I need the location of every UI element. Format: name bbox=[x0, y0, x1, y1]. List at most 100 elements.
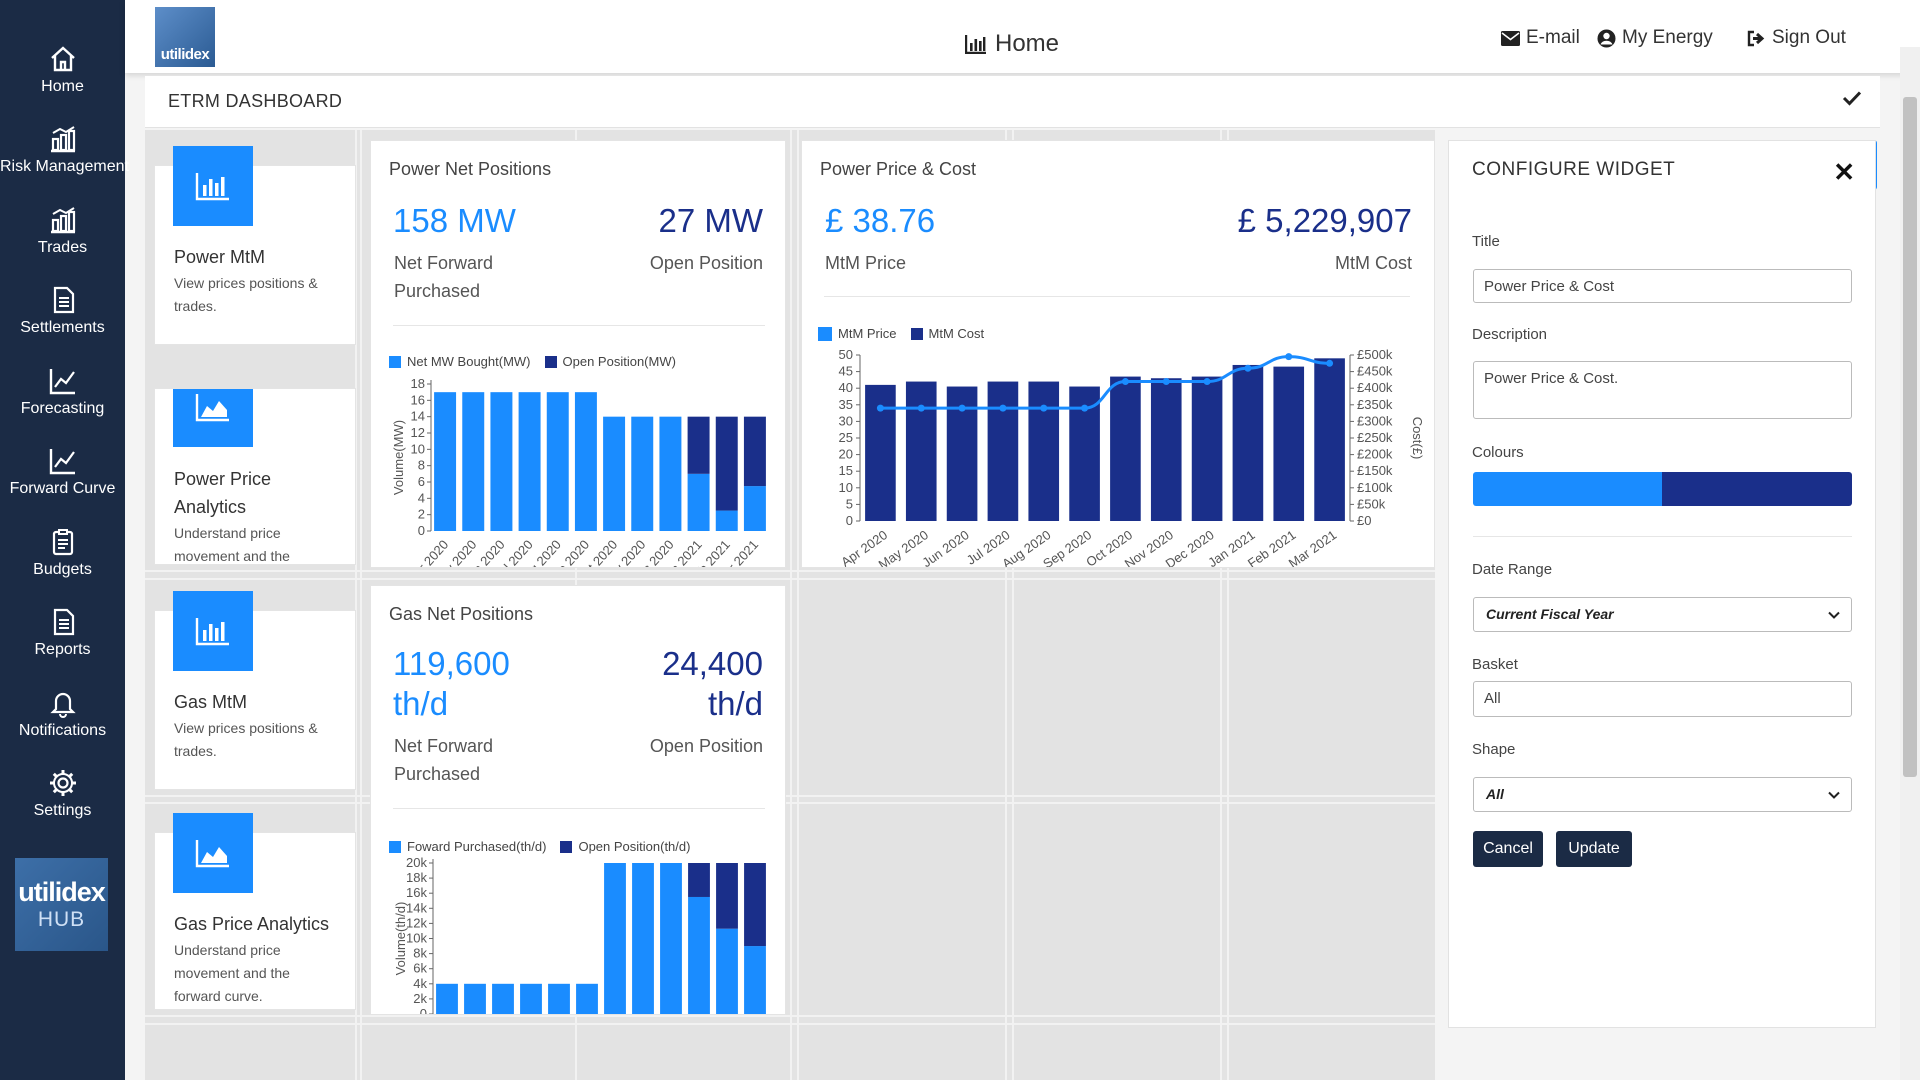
utilidex-logo[interactable]: utilidex bbox=[155, 7, 215, 67]
widget-power-price-cost[interactable]: Power Price & Cost £ 38.76 £ 5,229,907 M… bbox=[801, 140, 1435, 568]
bar-foward-purchased bbox=[688, 896, 710, 1014]
y-tick-label: 8 bbox=[418, 458, 425, 473]
bar-mtm-cost bbox=[1110, 376, 1141, 521]
legend-label: Open Position(th/d) bbox=[578, 839, 691, 854]
tile-title: Gas Price Analytics bbox=[174, 914, 330, 934]
y-tick-label: 10k bbox=[406, 931, 427, 946]
cancel-button[interactable]: Cancel bbox=[1473, 831, 1543, 867]
bar-mtm-cost bbox=[987, 381, 1019, 521]
grid-line bbox=[1227, 130, 1229, 1080]
close-icon[interactable]: ✕ bbox=[1833, 157, 1855, 187]
sidebar-item-budgets[interactable]: Budgets bbox=[0, 527, 125, 579]
date-range-select[interactable]: Current Fiscal Year bbox=[1473, 597, 1852, 632]
basket-input[interactable]: All bbox=[1473, 681, 1852, 717]
title-input[interactable]: Power Price & Cost bbox=[1473, 269, 1852, 303]
colour-swatch-primary[interactable] bbox=[1473, 472, 1662, 506]
bar-mtm-cost bbox=[1232, 364, 1264, 521]
sidebar-item-settings[interactable]: Settings bbox=[0, 768, 125, 820]
y2-tick-label: £200k bbox=[1357, 447, 1393, 462]
legend-label: MtM Cost bbox=[928, 326, 985, 341]
y-tick-label: 18 bbox=[411, 376, 425, 391]
grid-line bbox=[145, 570, 1435, 572]
grid-line bbox=[1005, 130, 1007, 1080]
bar-chart-icon bbox=[965, 35, 986, 54]
point-mtm-price bbox=[917, 404, 925, 412]
check-icon[interactable] bbox=[1842, 90, 1862, 106]
description-textarea[interactable]: Power Price & Cost. bbox=[1473, 361, 1852, 419]
tile-power-price-analytics[interactable]: Power Price Analytics Understand price m… bbox=[154, 388, 356, 565]
document-icon bbox=[53, 608, 74, 636]
y-tick-label: 16k bbox=[406, 885, 427, 900]
sidebar-item-label: Budgets bbox=[33, 561, 92, 578]
sidebar-item-notifications[interactable]: Notifications bbox=[0, 688, 125, 740]
sidebar-item-risk-management[interactable]: Risk Management bbox=[0, 124, 129, 176]
y2-tick-label: £450k bbox=[1357, 364, 1393, 379]
bar-net-mw-bought bbox=[574, 392, 597, 531]
chevron-down-icon bbox=[1828, 791, 1840, 799]
sidebar-item-label: Forecasting bbox=[20, 400, 105, 417]
y-tick-label: 5 bbox=[846, 496, 853, 511]
scrollbar-thumb[interactable] bbox=[1903, 97, 1917, 777]
shape-value: All bbox=[1486, 786, 1504, 802]
net-forward-value: 119,600 th/d bbox=[393, 644, 510, 724]
tile-gas-price-analytics[interactable]: Gas Price Analytics Understand price mov… bbox=[154, 813, 356, 1010]
sidebar-item-trades[interactable]: Trades bbox=[0, 205, 125, 257]
widget-power-net-positions[interactable]: Power Net Positions 158 MW 27 MW Net For… bbox=[370, 140, 786, 568]
hub-logo-text: utilidex bbox=[18, 877, 106, 907]
net-forward-value: 158 MW bbox=[393, 202, 516, 239]
y-tick-label: 6 bbox=[418, 474, 425, 489]
dashboard-title: ETRM DASHBOARD bbox=[168, 91, 343, 111]
point-mtm-price bbox=[1121, 378, 1129, 386]
page-scrollbar[interactable] bbox=[1900, 47, 1920, 1080]
widget-divider bbox=[393, 808, 765, 809]
config-divider bbox=[1473, 536, 1852, 537]
sidebar-item-forecasting[interactable]: Forecasting bbox=[0, 366, 125, 418]
utilidex-hub-logo[interactable]: utilidex HUB bbox=[15, 858, 108, 951]
chevron-down-icon bbox=[1828, 611, 1840, 619]
y2-tick-label: £0 bbox=[1357, 513, 1371, 528]
tile-gas-mtm[interactable]: Gas MtM View prices positions & trades. bbox=[154, 591, 356, 790]
bar-foward-purchased bbox=[632, 863, 654, 1014]
tile-title: Power MtM bbox=[174, 247, 266, 267]
widget-gas-net-positions[interactable]: Gas Net Positions 119,600 th/d 24,400 th… bbox=[370, 585, 786, 1015]
bar-chart-icon bbox=[173, 591, 253, 671]
y-tick-label: 6k bbox=[413, 961, 427, 976]
bar-net-mw-bought bbox=[462, 392, 485, 531]
bar-foward-purchased bbox=[436, 983, 458, 1014]
y-tick-label: 40 bbox=[839, 380, 853, 395]
sidebar-item-home[interactable]: Home bbox=[0, 44, 125, 96]
email-link[interactable]: E-mail bbox=[1501, 27, 1580, 49]
y-tick-label: 10 bbox=[411, 441, 425, 456]
colour-swatch-secondary[interactable] bbox=[1662, 472, 1852, 506]
sidebar-item-settlements[interactable]: Settlements bbox=[0, 285, 125, 337]
chart-legend: MtM Price MtM Cost bbox=[818, 326, 984, 341]
tile-title: Power Price Analytics bbox=[174, 469, 272, 517]
y-tick-label: 18k bbox=[406, 870, 427, 885]
y-tick-label: 25 bbox=[839, 430, 853, 445]
area-chart-icon bbox=[173, 389, 253, 447]
y-tick-label: 15 bbox=[839, 463, 853, 478]
sidebar-item-label: Settlements bbox=[20, 319, 105, 336]
y2-tick-label: £400k bbox=[1357, 380, 1393, 395]
sidebar-item-reports[interactable]: Reports bbox=[0, 607, 125, 659]
email-link-label: E-mail bbox=[1526, 27, 1580, 48]
tile-power-mtm[interactable]: Power MtM View prices positions & trades… bbox=[154, 146, 356, 345]
shape-select[interactable]: All bbox=[1473, 777, 1852, 812]
bar-mtm-cost bbox=[1028, 381, 1060, 521]
update-button[interactable]: Update bbox=[1556, 831, 1632, 867]
y2-tick-label: £250k bbox=[1357, 430, 1393, 445]
y-tick-label: 10 bbox=[839, 480, 853, 495]
sign-out-link[interactable]: Sign Out bbox=[1747, 27, 1846, 49]
sidebar-item-label: Risk Management bbox=[0, 158, 129, 175]
my-energy-link[interactable]: My Energy bbox=[1597, 27, 1713, 49]
point-mtm-price bbox=[1040, 404, 1048, 412]
y-tick-label: 45 bbox=[839, 364, 853, 379]
envelope-icon bbox=[1501, 30, 1520, 46]
y-tick-label: 0 bbox=[846, 513, 853, 528]
sidebar-item-forward-curve[interactable]: Forward Curve bbox=[0, 446, 125, 498]
y-tick-label: 4k bbox=[413, 976, 427, 991]
open-position-unit: th/d bbox=[707, 685, 763, 722]
